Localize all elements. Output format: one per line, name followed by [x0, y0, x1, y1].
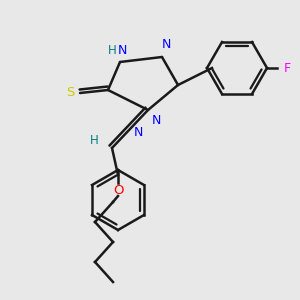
Text: N: N [117, 44, 127, 56]
Text: N: N [161, 38, 171, 52]
Text: N: N [133, 125, 143, 139]
Text: N: N [151, 113, 161, 127]
Text: O: O [113, 184, 123, 196]
Text: F: F [284, 61, 291, 74]
Text: H: H [90, 134, 98, 146]
Text: H: H [108, 44, 116, 56]
Text: S: S [66, 86, 74, 100]
